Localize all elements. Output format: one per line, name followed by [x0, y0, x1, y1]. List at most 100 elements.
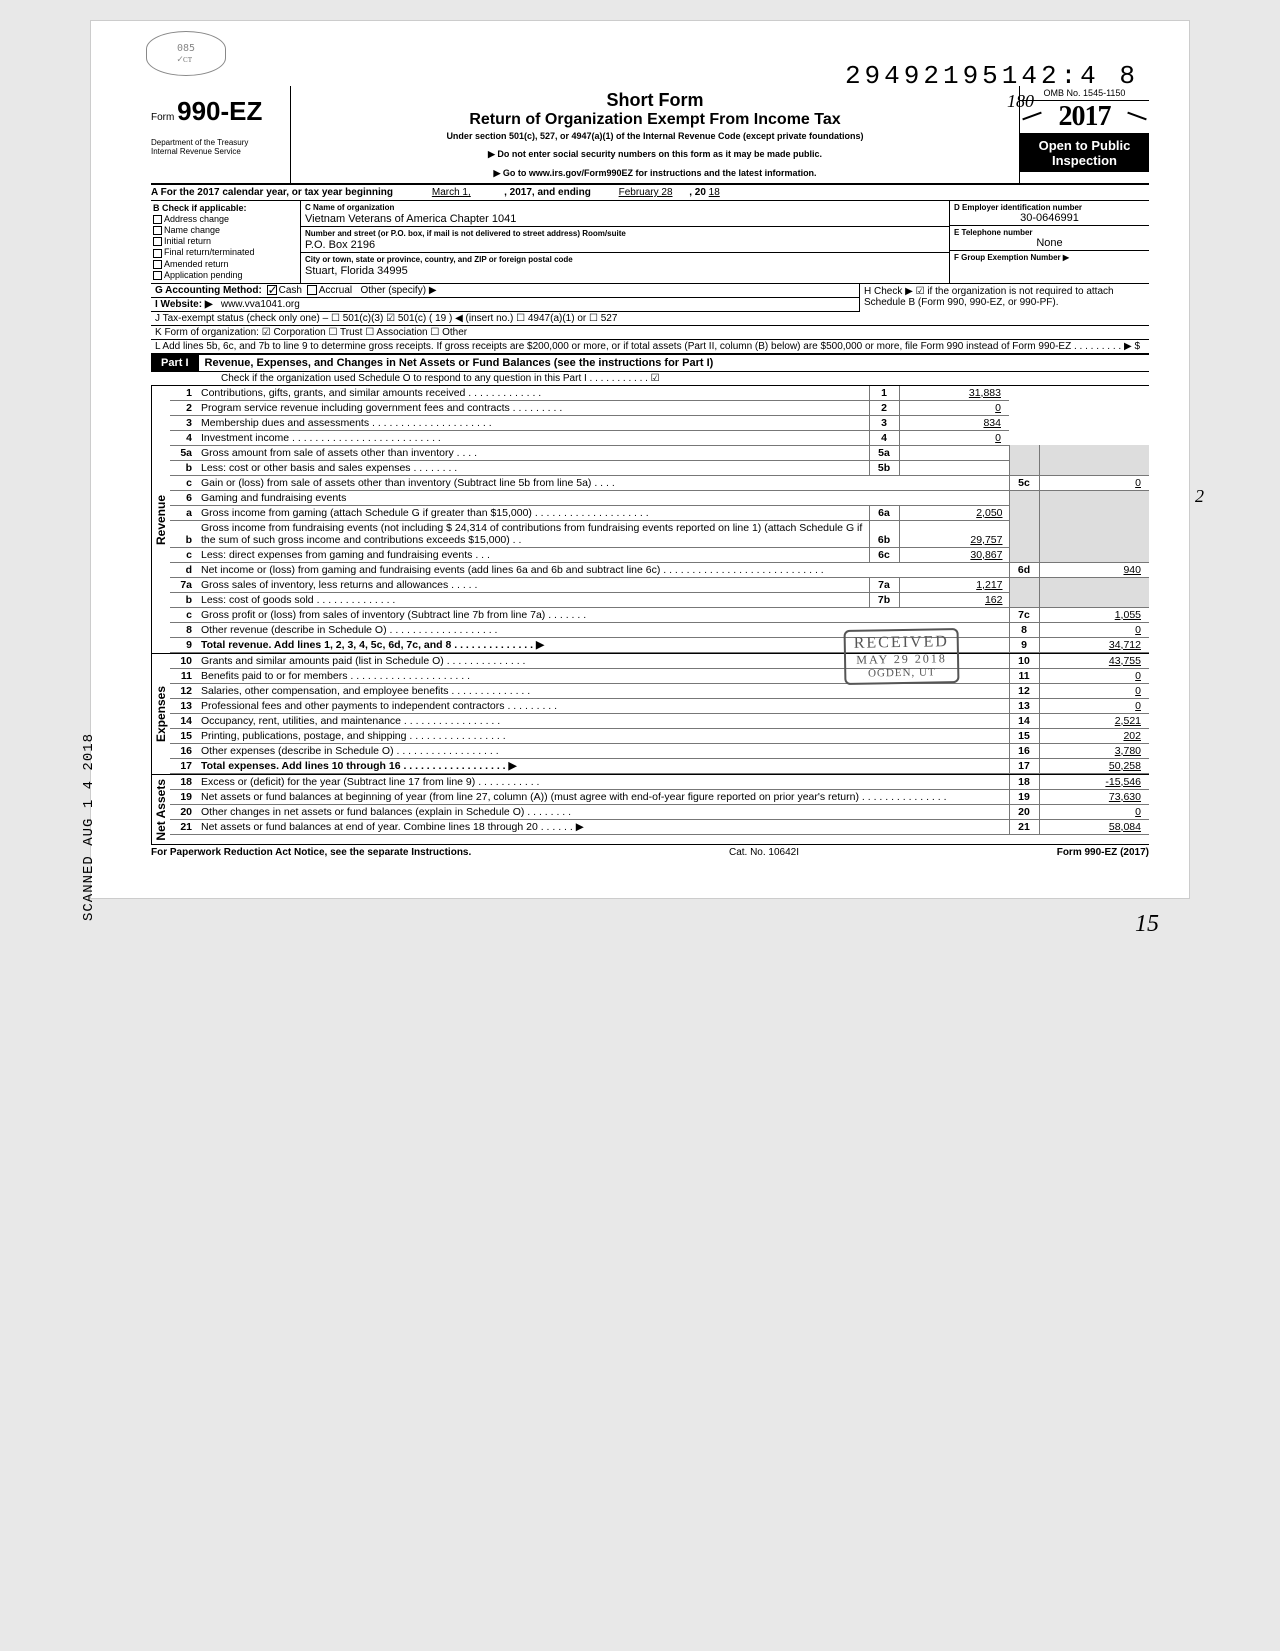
- line-7c: cGross profit or (loss) from sales of in…: [170, 607, 1149, 622]
- arrow-note-2: ▶ Go to www.irs.gov/Form990EZ for instru…: [299, 168, 1011, 179]
- line-19: 19Net assets or fund balances at beginni…: [170, 789, 1149, 804]
- line-18: 18Excess or (deficit) for the year (Subt…: [170, 775, 1149, 790]
- line-12: 12Salaries, other compensation, and empl…: [170, 683, 1149, 698]
- footer-mid: Cat. No. 10642I: [729, 847, 799, 858]
- short-form-title: Short Form: [299, 90, 1011, 111]
- date-stamp-oval: 085✓ᴄᴛ: [146, 31, 226, 76]
- form-header: Form 990-EZ Department of the Treasury I…: [151, 86, 1149, 185]
- line-8: 8Other revenue (describe in Schedule O) …: [170, 622, 1149, 637]
- chk-amended: Amended return: [153, 259, 298, 269]
- revenue-side-label: Revenue: [151, 386, 170, 653]
- netassets-table: 18Excess or (deficit) for the year (Subt…: [170, 775, 1149, 835]
- return-title: Return of Organization Exempt From Incom…: [299, 111, 1011, 129]
- col-c-org-info: C Name of organization Vietnam Veterans …: [301, 201, 949, 283]
- row-g: G Accounting Method: Cash Accrual Other …: [151, 284, 859, 298]
- tax-year-end-month: February 28: [619, 187, 673, 198]
- revenue-table: 1Contributions, gifts, grants, and simil…: [170, 386, 1149, 653]
- row-i: I Website: ▶ www.vva1041.org: [151, 298, 859, 312]
- row-g-label: G Accounting Method:: [155, 285, 262, 296]
- header-mid: Short Form Return of Organization Exempt…: [291, 86, 1019, 183]
- dln-number: 29492195142:4 8: [845, 61, 1139, 91]
- line-13: 13Professional fees and other payments t…: [170, 698, 1149, 713]
- row-h-text: H Check ▶ ☑ if the organization is not r…: [864, 286, 1114, 308]
- group-exemption-label: F Group Exemption Number ▶: [954, 253, 1069, 262]
- row-a-tax-year: A For the 2017 calendar year, or tax yea…: [151, 185, 1149, 201]
- footer: For Paperwork Reduction Act Notice, see …: [151, 845, 1149, 858]
- received-date: MAY 29 2018: [854, 651, 949, 667]
- expenses-table: 10Grants and similar amounts paid (list …: [170, 654, 1149, 774]
- line-5c: cGain or (loss) from sale of assets othe…: [170, 475, 1149, 490]
- line-6c: cLess: direct expenses from gaming and f…: [170, 547, 1149, 562]
- received-loc: OGDEN, UT: [854, 665, 949, 680]
- under-section: Under section 501(c), 527, or 4947(a)(1)…: [299, 131, 1011, 141]
- row-l: L Add lines 5b, 6c, and 7b to line 9 to …: [151, 340, 1149, 354]
- chk-accrual: [307, 285, 317, 295]
- part-1-tab: Part I: [151, 355, 199, 371]
- line-6b: bGross income from fundraising events (n…: [170, 520, 1149, 547]
- ein-label: D Employer identification number: [954, 203, 1082, 212]
- form-prefix: Form: [151, 112, 174, 123]
- line-5a: 5aGross amount from sale of assets other…: [170, 445, 1149, 460]
- chk-pending: Application pending: [153, 270, 298, 280]
- line-6: 6Gaming and fundraising events: [170, 490, 1149, 505]
- line-10: 10Grants and similar amounts paid (list …: [170, 654, 1149, 669]
- line-9: 9Total revenue. Add lines 1, 2, 3, 4, 5c…: [170, 637, 1149, 652]
- header-left: Form 990-EZ Department of the Treasury I…: [151, 86, 291, 183]
- form-page: 085✓ᴄᴛ 29492195142:4 8 SCANNED AUG 1 4 2…: [90, 20, 1190, 899]
- col-b-checkboxes: B Check if applicable: Address change Na…: [151, 201, 301, 283]
- city-label: City or town, state or province, country…: [305, 255, 573, 264]
- row-a-mid: , 2017, and ending: [504, 187, 591, 198]
- line-4: 4Investment income . . . . . . . . . . .…: [170, 430, 1149, 445]
- dept-label: Department of the Treasury Internal Reve…: [151, 139, 286, 157]
- website-value: www.vva1041.org: [221, 299, 300, 310]
- line-16: 16Other expenses (describe in Schedule O…: [170, 743, 1149, 758]
- open-inspection: Open to Public Inspection: [1020, 134, 1149, 172]
- line-3: 3Membership dues and assessments . . . .…: [170, 415, 1149, 430]
- received-stamp: RECEIVED MAY 29 2018 OGDEN, UT: [843, 628, 959, 685]
- line-2: 2Program service revenue including gover…: [170, 400, 1149, 415]
- footer-left: For Paperwork Reduction Act Notice, see …: [151, 847, 471, 858]
- line-11: 11Benefits paid to or for members . . . …: [170, 668, 1149, 683]
- part-1-title: Revenue, Expenses, and Changes in Net As…: [199, 355, 720, 371]
- handwritten-2: 2: [1195, 486, 1204, 507]
- form-number: 990-EZ: [177, 96, 262, 126]
- org-name: Vietnam Veterans of America Chapter 1041: [305, 213, 516, 225]
- org-name-label: C Name of organization: [305, 203, 394, 212]
- col-b-header: B Check if applicable:: [153, 203, 247, 213]
- row-j: J Tax-exempt status (check only one) – ☐…: [151, 312, 1149, 326]
- row-k: K Form of organization: ☑ Corporation ☐ …: [151, 326, 1149, 340]
- ein-value: 30-0646991: [954, 212, 1145, 224]
- row-i-label: I Website: ▶: [155, 299, 213, 310]
- chk-address: Address change: [153, 214, 298, 224]
- line-6a: aGross income from gaming (attach Schedu…: [170, 505, 1149, 520]
- arrow-note-1: ▶ Do not enter social security numbers o…: [299, 149, 1011, 160]
- expenses-side-label: Expenses: [151, 654, 170, 774]
- line-7a: 7aGross sales of inventory, less returns…: [170, 577, 1149, 592]
- line-7b: bLess: cost of goods sold . . . . . . . …: [170, 592, 1149, 607]
- expenses-section: Expenses 10Grants and similar amounts pa…: [151, 653, 1149, 774]
- header-info-grid: B Check if applicable: Address change Na…: [151, 201, 1149, 284]
- street-label: Number and street (or P.O. box, if mail …: [305, 229, 626, 238]
- line-15: 15Printing, publications, postage, and s…: [170, 728, 1149, 743]
- header-right: OMB No. 1545-1150 2017 Open to Public In…: [1019, 86, 1149, 183]
- city-value: Stuart, Florida 34995: [305, 265, 408, 277]
- line-5b: bLess: cost or other basis and sales exp…: [170, 460, 1149, 475]
- tax-year-end-yr: 18: [709, 187, 720, 198]
- netassets-section: Net Assets 18Excess or (deficit) for the…: [151, 774, 1149, 846]
- row-a-prefix: A For the 2017 calendar year, or tax yea…: [151, 187, 393, 198]
- part-1-header: Part I Revenue, Expenses, and Changes in…: [151, 354, 1149, 372]
- chk-initial: Initial return: [153, 236, 298, 246]
- street-value: P.O. Box 2196: [305, 239, 375, 251]
- footer-right: Form 990-EZ (2017): [1057, 847, 1149, 858]
- phone-value: None: [954, 237, 1145, 249]
- phone-label: E Telephone number: [954, 228, 1033, 237]
- chk-cash: [267, 285, 277, 295]
- tax-year-begin: March 1,: [432, 187, 471, 198]
- chk-name: Name change: [153, 225, 298, 235]
- tax-year: 2017: [1020, 101, 1149, 134]
- col-de-ids: D Employer identification number 30-0646…: [949, 201, 1149, 283]
- line-17: 17Total expenses. Add lines 10 through 1…: [170, 758, 1149, 773]
- line-6d: dNet income or (loss) from gaming and fu…: [170, 562, 1149, 577]
- handwritten-page-num: 15: [1135, 911, 1159, 938]
- revenue-section: Revenue 1Contributions, gifts, grants, a…: [151, 386, 1149, 653]
